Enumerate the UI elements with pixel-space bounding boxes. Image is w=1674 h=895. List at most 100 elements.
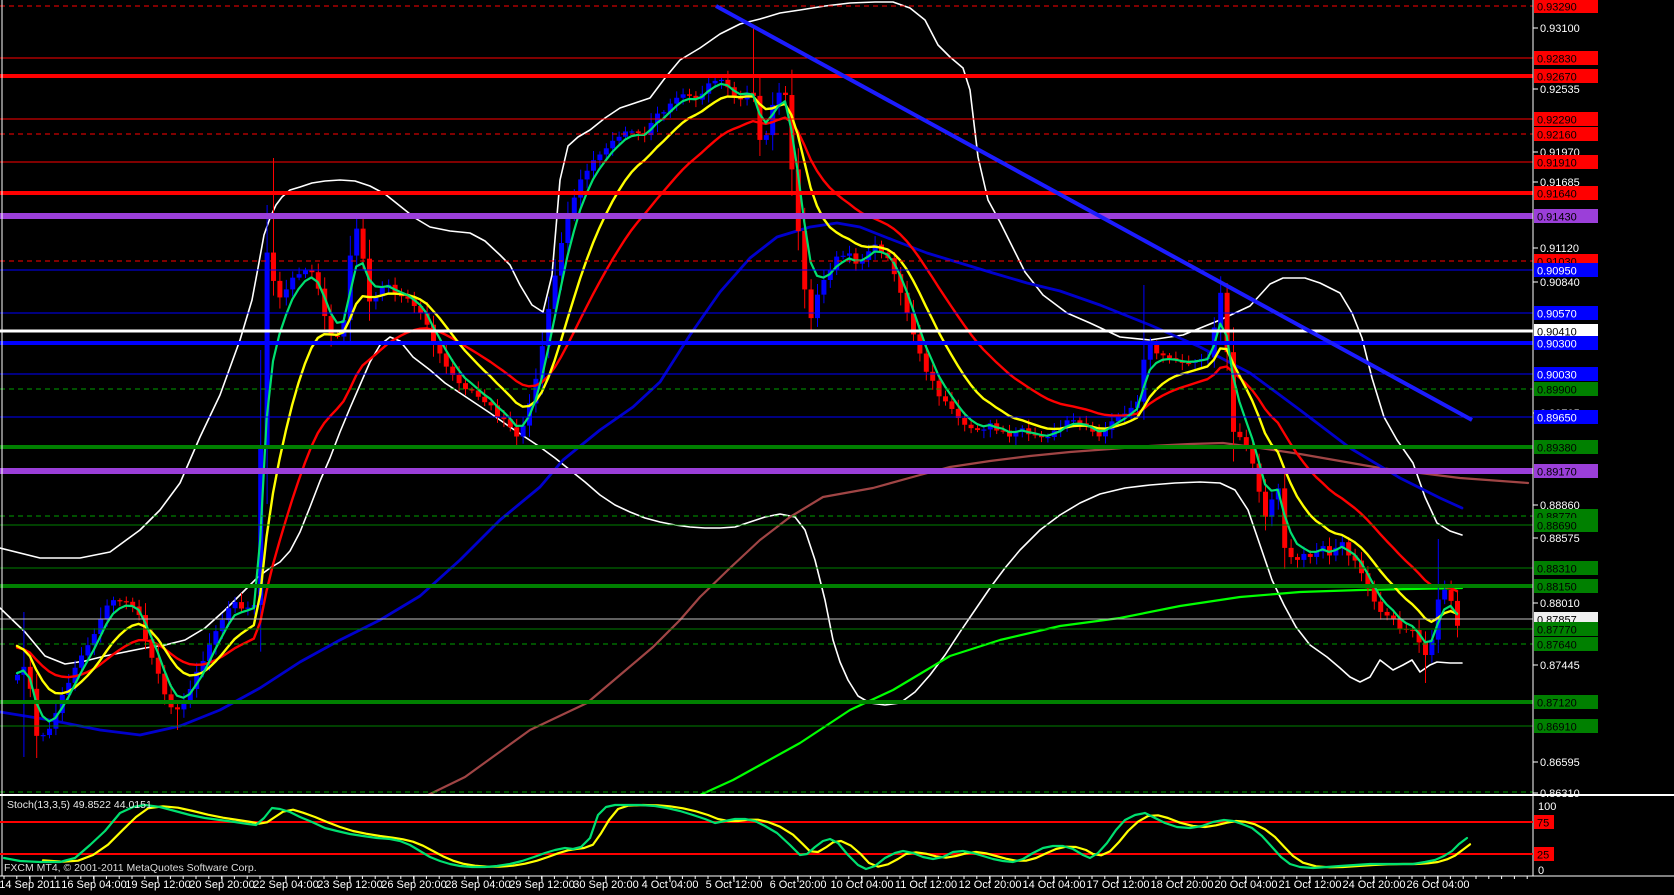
price-level-badge: [1534, 186, 1598, 200]
price-level-badge: [1534, 127, 1598, 141]
ma-maroon-200: [426, 441, 1530, 797]
price-level-badge: [1534, 367, 1598, 381]
price-level-badge-text: 0.90300: [1537, 339, 1577, 351]
price-level-badge-text: 0.92160: [1537, 130, 1577, 142]
time-axis-label: 20 Oct 04:00: [1215, 879, 1278, 891]
price-level-badge: [1534, 440, 1598, 454]
time-axis-label: 14 Oct 04:00: [1023, 879, 1086, 891]
time-axis-label: 28 Sep 04:00: [445, 879, 510, 891]
price-level-badge: [1534, 155, 1598, 169]
stoch-name: Stoch(13,3,5): [7, 799, 71, 811]
time-axis-label: 19 Sep 12:00: [125, 879, 190, 891]
price-level-badge: [1534, 518, 1598, 532]
ema-red: [15, 116, 1459, 679]
time-axis-label: 24 Oct 20:00: [1343, 879, 1406, 891]
stoch-d-value: 44.0151: [113, 799, 152, 811]
price-level-badge: [1534, 719, 1598, 733]
trendline-descending: [715, 4, 1473, 422]
price-level-badge: [1534, 464, 1598, 478]
time-axis-label: 10 Oct 04:00: [831, 879, 894, 891]
price-level-badge-text: 0.92670: [1537, 72, 1577, 84]
time-axis-label: 5 Oct 12:00: [706, 879, 763, 891]
price-level-badge-text: 0.91430: [1537, 212, 1577, 224]
price-level-badge-text: 0.90030: [1537, 370, 1577, 382]
price-level-badge-text: 0.87120: [1537, 698, 1577, 710]
stoch-level-badge-text: 75: [1537, 818, 1549, 830]
price-level-badge: [1534, 561, 1598, 575]
stoch-level-badge-text: 25: [1537, 850, 1549, 862]
time-axis-label: 18 Oct 20:00: [1151, 879, 1214, 891]
copyright-label: FXCM MT4, © 2001-2011 MetaQuotes Softwar…: [4, 862, 257, 874]
price-level-badge-text: 0.86910: [1537, 722, 1577, 734]
price-axis-label: 0.92535: [1540, 84, 1580, 96]
price-level-badge: [1534, 209, 1598, 223]
time-axis-label: 20 Sep 20:00: [189, 879, 254, 891]
ema-blue-slow: [0, 221, 1464, 737]
price-level-badge: [1534, 637, 1598, 651]
price-level-badge: [1534, 324, 1598, 338]
price-level-badge-text: 0.88150: [1537, 582, 1577, 594]
price-level-badge-text: 0.88310: [1537, 564, 1577, 576]
price-level-badge: [1534, 695, 1598, 709]
price-axis-label: 0.88575: [1540, 533, 1580, 545]
time-axis-label: 12 Oct 20:00: [959, 879, 1022, 891]
price-level-badge: [1534, 51, 1598, 65]
price-level-badge-text: 0.87770: [1537, 625, 1577, 637]
stoch-level-badge: [1534, 815, 1554, 829]
price-level-badge-text: 0.88690: [1537, 521, 1577, 533]
price-level-badge-text: 0.89170: [1537, 467, 1577, 479]
price-level-badge: [1534, 579, 1598, 593]
time-axis-label: 30 Sep 20:00: [573, 879, 638, 891]
price-level-badge-text: 0.92830: [1537, 54, 1577, 66]
ema-green-fast: [15, 82, 1459, 723]
price-level-badge: [1534, 382, 1598, 396]
price-level-badge-text: 0.90950: [1537, 266, 1577, 278]
price-level-badge: [1534, 112, 1598, 126]
price-level-badge-text: 0.87640: [1537, 640, 1577, 652]
stoch-d-line: [41, 803, 1472, 869]
price-level-badge: [1534, 69, 1598, 83]
stoch-k-line: [2, 803, 1469, 871]
price-axis-label: 0.91120: [1540, 243, 1579, 255]
time-axis-label: 26 Oct 04:00: [1407, 879, 1470, 891]
time-axis-label: 16 Sep 04:00: [61, 879, 126, 891]
price-axis-label: 0.87445: [1540, 660, 1580, 672]
time-axis-label: 26 Sep 20:00: [381, 879, 446, 891]
price-level-badge-text: 0.89650: [1537, 413, 1577, 425]
time-axis-label: 6 Oct 20:00: [770, 879, 827, 891]
price-level-badge-text: 0.92290: [1537, 115, 1577, 127]
price-level-badge-text: 0.89380: [1537, 443, 1577, 455]
price-axis-label: 0.86310: [1540, 788, 1580, 800]
time-axis-label: 14 Sep 2011: [0, 879, 61, 891]
ma-lime-slow: [698, 586, 1464, 797]
price-level-badge-text: 0.91640: [1537, 189, 1577, 201]
price-axis-label: 0.86595: [1540, 757, 1580, 769]
stoch-k-value: 49.8522: [72, 799, 111, 811]
stoch-indicator-label: Stoch(13,3,5) 49.8522 44.0151: [7, 799, 152, 811]
time-axis-label: 17 Oct 12:00: [1087, 879, 1150, 891]
price-level-badge: [1534, 336, 1598, 350]
price-level-badge: [1534, 263, 1598, 277]
price-level-badge-text: 0.89900: [1537, 385, 1577, 397]
price-axis-label: 0.90840: [1540, 277, 1580, 289]
price-level-badge: [1534, 0, 1598, 13]
price-axis-label: 0.93100: [1540, 23, 1580, 35]
time-axis-label: 22 Sep 04:00: [253, 879, 318, 891]
time-axis-label: 21 Oct 12:00: [1279, 879, 1342, 891]
price-level-badge-text: 0.93290: [1537, 2, 1577, 14]
price-level-badge-text: 0.90570: [1537, 309, 1577, 321]
ema-yellow: [15, 95, 1459, 695]
time-axis-label: 23 Sep 12:00: [317, 879, 382, 891]
stoch-scale-label: 0: [1538, 865, 1544, 877]
time-axis-label: 4 Oct 04:00: [642, 879, 699, 891]
stoch-level-badge: [1534, 847, 1554, 861]
price-level-badge: [1534, 306, 1598, 320]
price-level-badge-text: 0.90410: [1537, 327, 1577, 339]
price-axis-label: 0.88010: [1540, 598, 1580, 610]
price-level-badge: [1534, 410, 1598, 424]
time-axis-label: 11 Oct 12:00: [895, 879, 957, 891]
price-level-badge: [1534, 622, 1598, 636]
stoch-scale-label: 100: [1538, 801, 1556, 813]
